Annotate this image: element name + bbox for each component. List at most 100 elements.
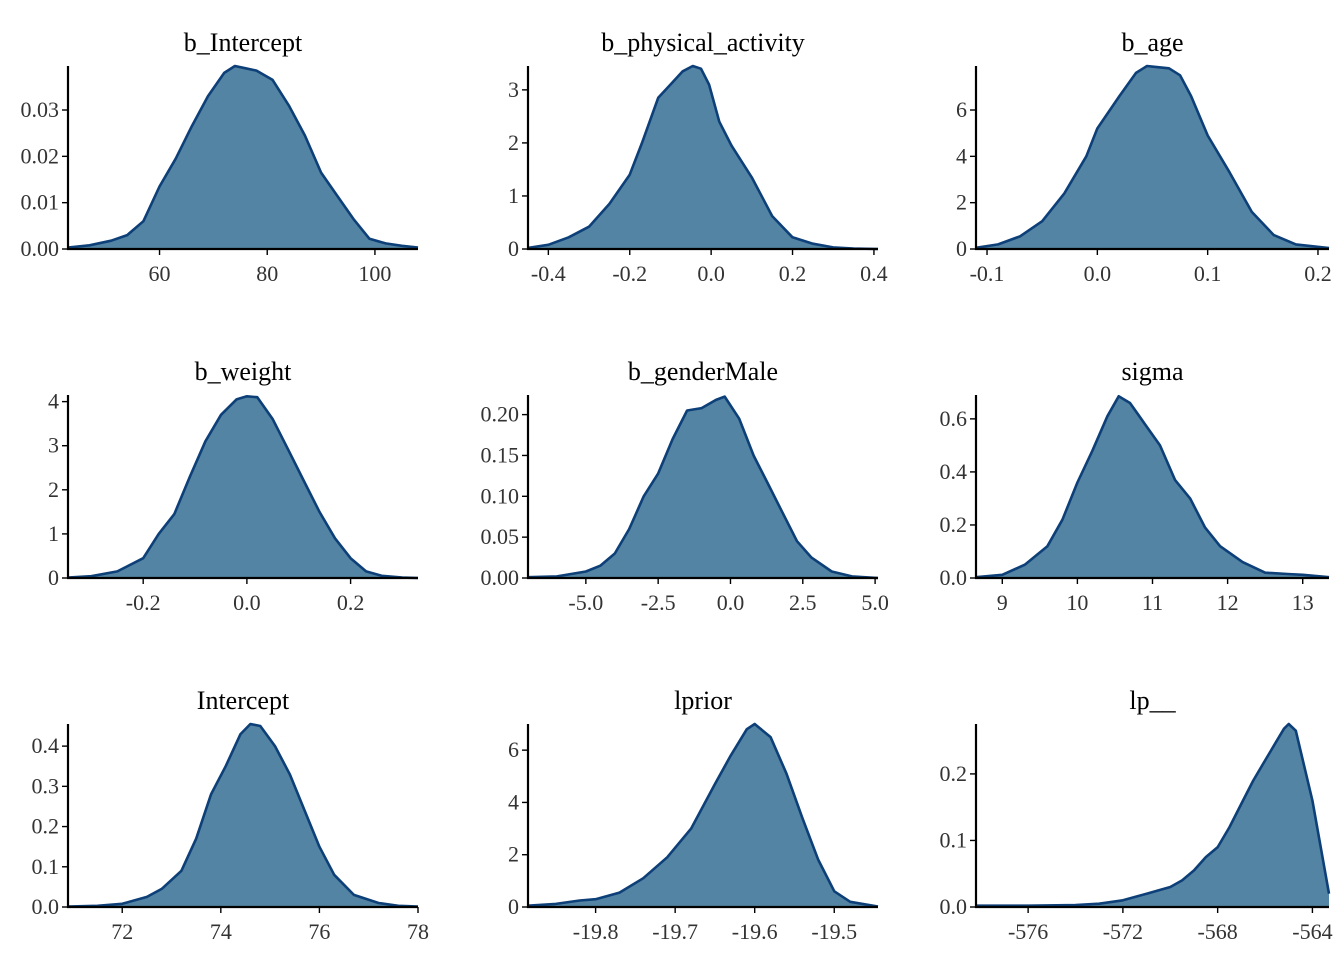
panel-title: b_weight	[195, 357, 293, 386]
y-tick-label: 1	[48, 521, 59, 546]
panel-2: -0.1 0.0 0.1 0.2 0 2 4 6 b_age	[956, 28, 1332, 286]
x-tick-label: 13	[1292, 590, 1314, 615]
y-tick-label: 0.6	[940, 406, 968, 431]
panel-title: b_physical_activity	[601, 28, 805, 57]
x-tick-label: -568	[1197, 919, 1237, 944]
density-curve	[527, 395, 879, 580]
y-tick-label: 4	[956, 143, 967, 168]
y-tick-label: 2	[48, 477, 59, 502]
density-curve	[527, 722, 879, 908]
panel-3: -0.2 0.0 0.2 0 1 2 3 4 b_weight	[48, 357, 419, 615]
x-tick-label: 12	[1217, 590, 1239, 615]
x-tick-label: -19.8	[573, 919, 619, 944]
y-tick-label: 0	[508, 894, 519, 919]
y-tick-label: 0	[48, 565, 59, 590]
panel-title: sigma	[1121, 357, 1184, 386]
density-area	[976, 66, 1329, 249]
x-tick-label: -19.7	[652, 919, 698, 944]
x-tick-label: -0.4	[531, 261, 566, 286]
density-area	[68, 724, 418, 907]
panel-title: b_genderMale	[628, 357, 778, 386]
y-tick-label: 2	[508, 842, 519, 867]
x-tick-label: 5.0	[861, 590, 889, 615]
panel-6: 72 74 76 78 0.0 0.1 0.2 0.3 0.4 Intercept	[32, 686, 430, 944]
y-tick-label: 0.3	[32, 773, 60, 798]
panel-0: 60 80 100 0.00 0.01 0.02 0.03 b_Intercept	[21, 28, 419, 286]
y-tick-label: 0.02	[21, 143, 60, 168]
y-tick-label: 0.1	[32, 854, 60, 879]
panel-title: Intercept	[197, 686, 290, 715]
panel-title: b_Intercept	[184, 28, 303, 57]
y-tick-label: 0	[508, 236, 519, 261]
y-tick-label: 0.4	[32, 733, 60, 758]
density-area	[976, 396, 1329, 578]
panel-title: lp__	[1129, 686, 1176, 715]
y-tick-label: 4	[48, 389, 59, 414]
y-tick-label: 0.0	[940, 894, 968, 919]
x-tick-label: -564	[1292, 919, 1332, 944]
x-tick-label: -19.5	[811, 919, 857, 944]
x-tick-label: 0.2	[779, 261, 807, 286]
x-tick-label: 2.5	[789, 590, 817, 615]
y-tick-label: 0.1	[940, 827, 968, 852]
x-tick-label: -19.6	[732, 919, 778, 944]
y-tick-label: 6	[508, 737, 519, 762]
y-tick-label: 0.10	[481, 483, 520, 508]
density-area	[68, 66, 418, 249]
y-tick-label: 2	[508, 130, 519, 155]
y-tick-label: 3	[508, 77, 519, 102]
y-tick-label: 0.20	[481, 402, 520, 427]
x-tick-label: 80	[256, 261, 278, 286]
panel-5: 9 10 11 12 13 0.0 0.2 0.4 0.6 sigma	[940, 357, 1330, 615]
y-tick-label: 0.03	[21, 97, 60, 122]
x-tick-label: 60	[149, 261, 171, 286]
x-tick-label: 0.0	[697, 261, 725, 286]
y-tick-label: 4	[508, 789, 519, 814]
density-curve	[67, 64, 419, 249]
x-tick-label: 74	[210, 919, 232, 944]
y-tick-label: 0.2	[940, 512, 968, 537]
x-tick-label: -0.2	[126, 590, 161, 615]
y-tick-label: 0.0	[32, 894, 60, 919]
x-tick-label: 78	[407, 919, 429, 944]
y-tick-label: 0.2	[940, 761, 968, 786]
x-tick-label: 10	[1066, 590, 1088, 615]
x-tick-label: 0.4	[860, 261, 888, 286]
density-area	[976, 724, 1329, 907]
density-curve	[975, 64, 1330, 250]
x-tick-label: -572	[1103, 919, 1143, 944]
x-tick-label: -5.0	[568, 590, 603, 615]
y-tick-label: 0.00	[21, 236, 60, 261]
x-tick-label: 72	[111, 919, 133, 944]
panel-1: -0.4 -0.2 0.0 0.2 0.4 0 1 2 3 b_physical_activity	[508, 28, 888, 286]
y-tick-label: 2	[956, 190, 967, 215]
panel-4: -5.0 -2.5 0.0 2.5 5.0 0.00 0.05 0.10 0.15 0.20 b_g…	[481, 357, 889, 615]
y-tick-label: 3	[48, 433, 59, 458]
y-tick-label: 0.05	[481, 524, 520, 549]
density-curve	[976, 722, 1331, 907]
x-tick-label: 0.2	[1304, 261, 1332, 286]
y-tick-label: 0.2	[32, 814, 60, 839]
density-curve	[67, 722, 419, 908]
x-tick-label: -0.1	[970, 261, 1005, 286]
x-tick-label: 0.0	[233, 590, 261, 615]
y-tick-label: 0.0	[940, 565, 968, 590]
x-tick-label: 0.1	[1194, 261, 1222, 286]
x-tick-label: -2.5	[641, 590, 676, 615]
x-tick-label: 0.0	[717, 590, 745, 615]
density-curve	[975, 395, 1330, 579]
panel-title: b_age	[1121, 28, 1183, 57]
panel-title: lprior	[674, 686, 732, 715]
density-area	[68, 396, 418, 578]
y-tick-label: 0.01	[21, 190, 60, 215]
x-tick-label: 76	[308, 919, 330, 944]
y-tick-label: 6	[956, 97, 967, 122]
x-tick-label: 100	[358, 261, 391, 286]
panel-7: -19.8 -19.7 -19.6 -19.5 0 2 4 6 lprior	[508, 686, 879, 944]
density-curve	[67, 395, 419, 580]
y-tick-label: 0.15	[481, 442, 520, 467]
y-tick-label: 0	[956, 236, 967, 261]
density-curve	[527, 64, 879, 251]
density-area	[528, 396, 878, 578]
